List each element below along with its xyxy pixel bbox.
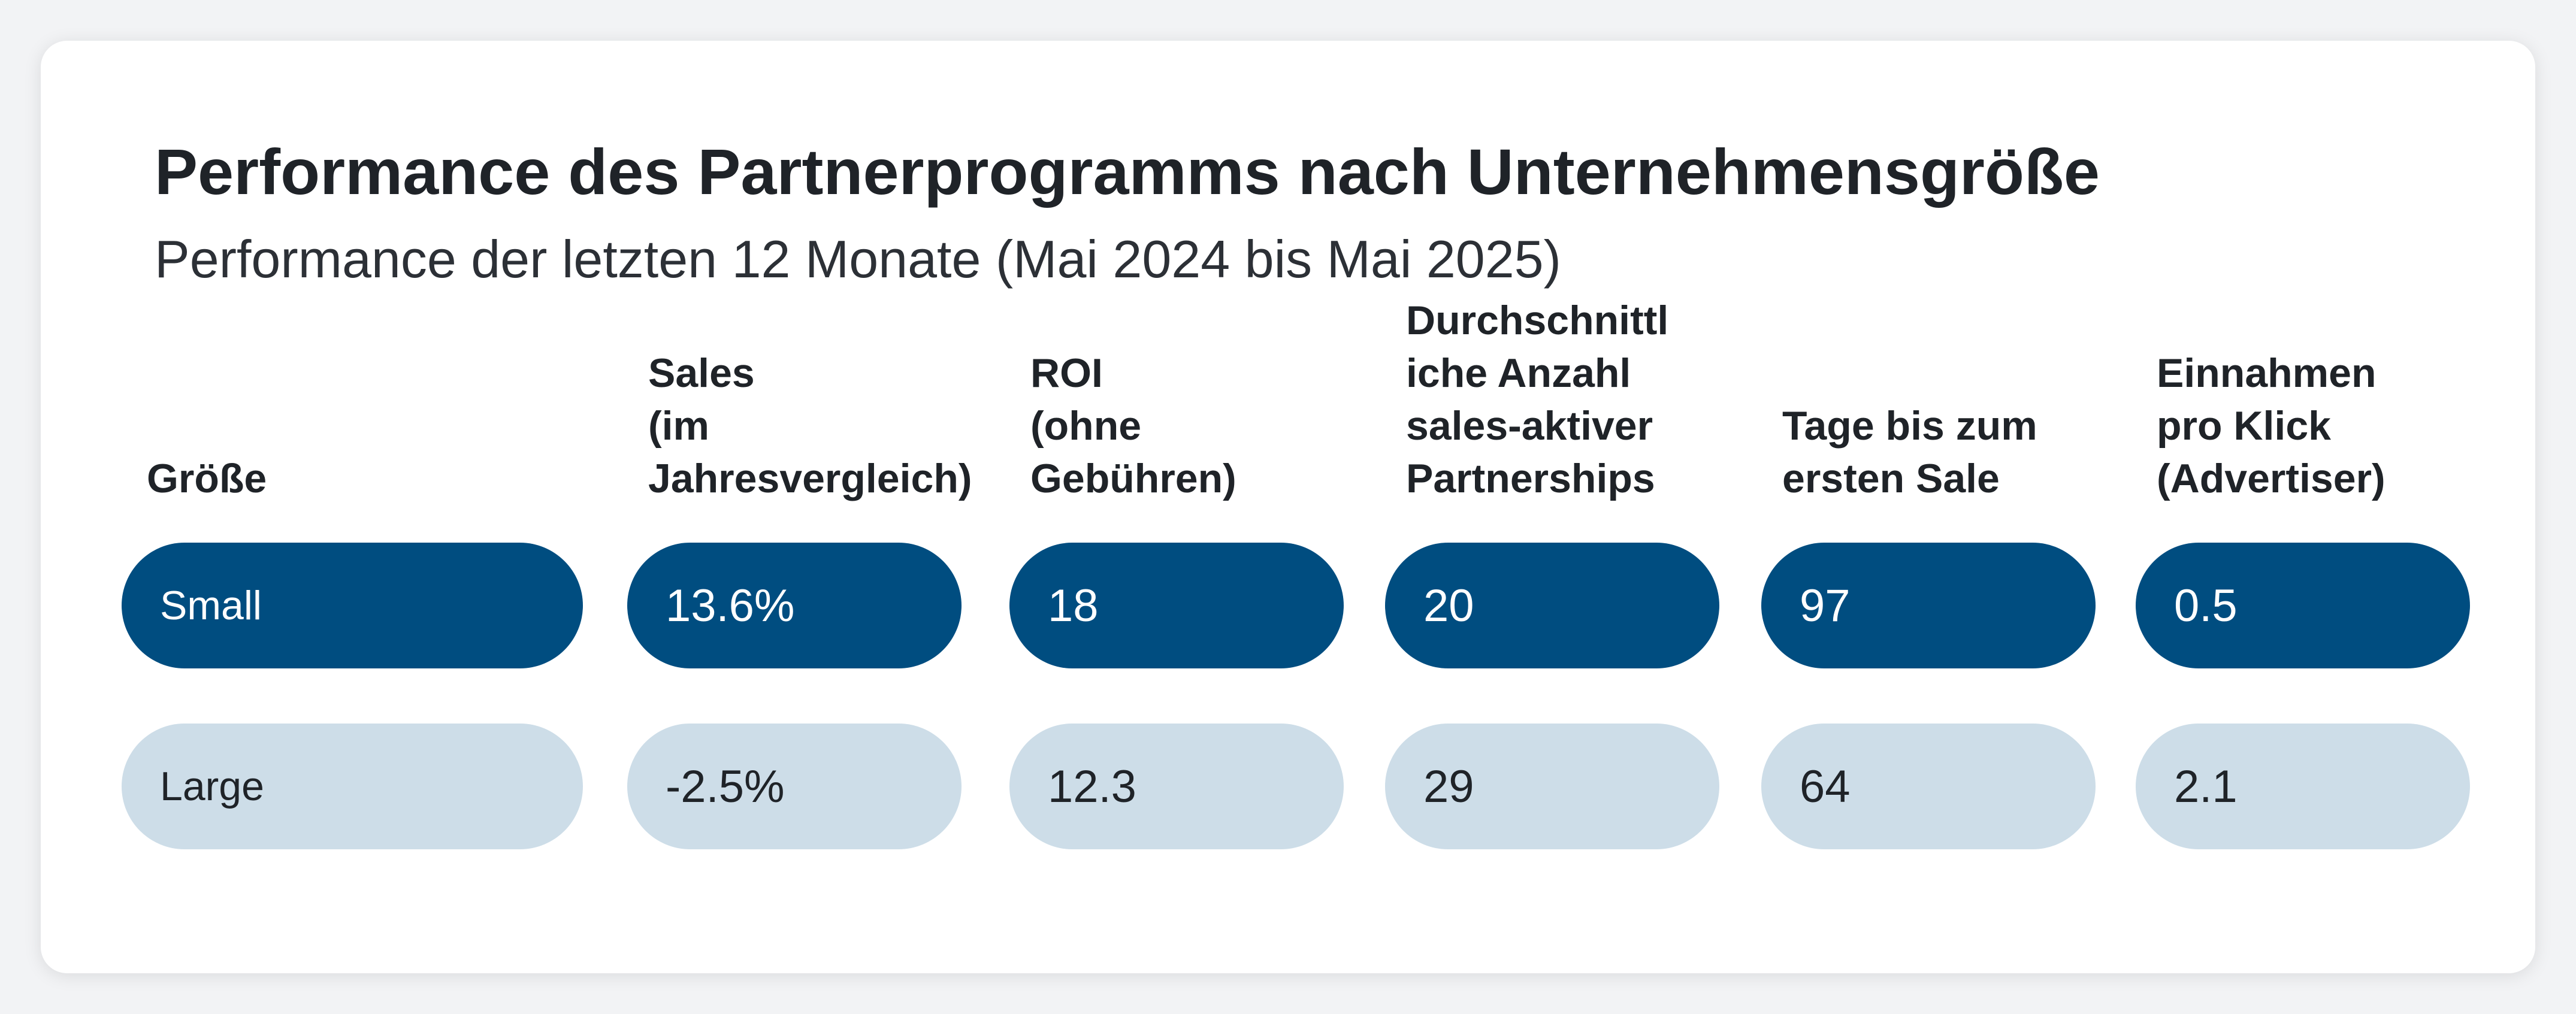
column-header-tage: Tage bis zum ersten Sale bbox=[1782, 403, 2037, 501]
cell-large-einnahmen: 2.1 bbox=[2136, 724, 2470, 849]
cell-small-partnerships: 20 bbox=[1385, 543, 1719, 668]
cell-large-tage: 64 bbox=[1761, 724, 2096, 849]
cell-small-einnahmen: 0.5 bbox=[2136, 543, 2470, 668]
cell-large-sales: -2.5% bbox=[627, 724, 962, 849]
column-header-einnahmen: Einnahmen pro Klick (Advertiser) bbox=[2157, 350, 2385, 501]
column-header-roi: ROI (ohne Gebühren) bbox=[1030, 350, 1236, 501]
column-header-partnerships: Durchschnittl iche Anzahl sales-aktiver … bbox=[1406, 298, 1669, 501]
row-label-large: Large bbox=[122, 724, 583, 849]
chart-title: Performance des Partnerprogramms nach Un… bbox=[155, 135, 2100, 208]
cell-small-sales: 13.6% bbox=[627, 543, 962, 668]
cell-large-partnerships: 29 bbox=[1385, 724, 1719, 849]
cell-small-roi: 18 bbox=[1009, 543, 1344, 668]
column-header-sales: Sales (im Jahresvergleich) bbox=[648, 350, 972, 501]
row-label-small: Small bbox=[122, 543, 583, 668]
cell-small-tage: 97 bbox=[1761, 543, 2096, 668]
cell-large-roi: 12.3 bbox=[1009, 724, 1344, 849]
column-header-groesse: Größe bbox=[147, 456, 267, 501]
chart-subtitle: Performance der letzten 12 Monate (Mai 2… bbox=[155, 229, 1561, 289]
